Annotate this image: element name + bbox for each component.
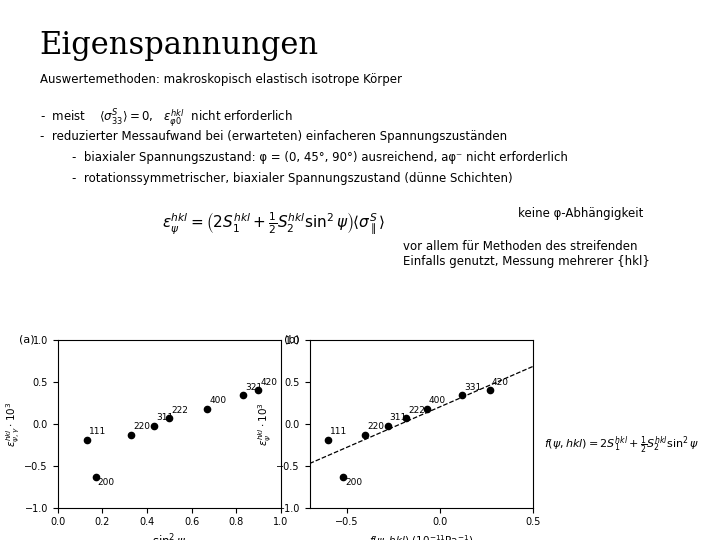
Text: -  reduzierter Messaufwand bei (erwarteten) einfacheren Spannungszuständen: - reduzierter Messaufwand bei (erwartete… — [40, 130, 507, 143]
Text: keine φ-Abhängigkeit: keine φ-Abhängigkeit — [518, 207, 644, 220]
Text: 311: 311 — [390, 413, 407, 422]
Text: 220: 220 — [367, 422, 384, 431]
Text: 400: 400 — [210, 396, 227, 406]
X-axis label: $f(\psi, hkl)$ $(10^{-11}\mathrm{Pa}^{-1})$: $f(\psi, hkl)$ $(10^{-11}\mathrm{Pa}^{-1… — [369, 533, 474, 540]
Text: Eigenspannungen: Eigenspannungen — [40, 30, 319, 60]
X-axis label: $\sin^2\psi$: $\sin^2\psi$ — [152, 533, 186, 540]
Text: Auswertemethoden: makroskopisch elastisch isotrope Körper: Auswertemethoden: makroskopisch elastisc… — [40, 73, 402, 86]
Text: 200: 200 — [345, 478, 362, 487]
Text: (b): (b) — [284, 335, 300, 345]
Text: $\varepsilon_{\psi}^{hkl} = \left(2S_1^{hkl} + \frac{1}{2}S_2^{hkl}\sin^2\psi\ri: $\varepsilon_{\psi}^{hkl} = \left(2S_1^{… — [162, 211, 385, 237]
Text: 222: 222 — [171, 406, 189, 415]
Y-axis label: $\varepsilon_{\psi,\gamma}^{hkl} \cdot 10^3$: $\varepsilon_{\psi,\gamma}^{hkl} \cdot 1… — [4, 401, 22, 447]
Text: 420: 420 — [492, 378, 509, 387]
Y-axis label: $\varepsilon_{\psi}^{hkl} \cdot 10^3$: $\varepsilon_{\psi}^{hkl} \cdot 10^3$ — [256, 402, 274, 446]
Text: 400: 400 — [428, 396, 446, 406]
Text: -  meist    $\langle\sigma_{33}^S\rangle = 0$,   $\varepsilon_{\varphi 0}^{hkl}$: - meist $\langle\sigma_{33}^S\rangle = 0… — [40, 108, 292, 129]
Text: 331: 331 — [464, 383, 481, 392]
Text: $f(\psi, hkl) = 2S_1^{hkl} + \frac{1}{2}S_2^{hkl}\sin^2\psi$: $f(\psi, hkl) = 2S_1^{hkl} + \frac{1}{2}… — [544, 435, 698, 456]
Text: 220: 220 — [133, 422, 150, 431]
Text: 111: 111 — [89, 428, 106, 436]
Text: 200: 200 — [98, 478, 115, 487]
Text: 222: 222 — [408, 406, 425, 415]
Text: (a): (a) — [19, 335, 35, 345]
Text: -  biaxialer Spannungszustand: φ = (0, 45°, 90°) ausreichend, aφ⁻ nicht erforder: - biaxialer Spannungszustand: φ = (0, 45… — [72, 151, 568, 164]
Text: 111: 111 — [330, 428, 347, 436]
Text: 311: 311 — [156, 413, 173, 422]
Text: vor allem für Methoden des streifenden
Einfalls genutzt, Messung mehrerer {hkl}: vor allem für Methoden des streifenden E… — [403, 240, 650, 268]
Text: -  rotationssymmetrischer, biaxialer Spannungszustand (dünne Schichten): - rotationssymmetrischer, biaxialer Span… — [72, 172, 513, 185]
Text: 321: 321 — [245, 383, 262, 392]
Text: 420: 420 — [261, 378, 278, 387]
